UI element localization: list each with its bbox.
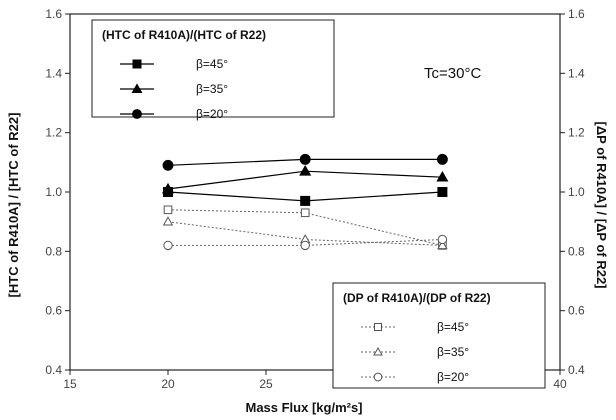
data-point-triangle [161,182,175,194]
x-tick-label: 20 [161,377,175,391]
legend-label: β=35° [437,345,469,359]
data-point-square [163,205,173,215]
legend-layer: (HTC of R410A)/(HTC of R22) β=45° β=35° β=2… [91,19,546,389]
legend-label: β=20° [196,107,228,121]
series-htc-triangle [161,165,449,194]
y-tick-label-right: 0.4 [568,363,585,377]
y-tick-label-left: 0.8 [45,244,62,258]
x-tick-label: 15 [63,377,77,391]
series-layer [161,153,449,251]
series-htc-square [163,187,448,206]
y-tick-label-left: 1.6 [45,7,62,21]
legend-marker-circle [132,109,142,119]
series-dp-circle [163,234,448,251]
y-tick-label-right: 1.2 [568,126,585,140]
x-tick-label: 25 [259,377,273,391]
data-point-circle [162,159,174,171]
data-point-triangle [162,216,174,226]
legend-dp: (DP of R410A)/(DP of R22) β=45° β=35° β=20° [332,282,546,389]
data-point-square [300,195,311,206]
y-tick-label-right: 0.8 [568,244,585,258]
legend-box [332,282,546,389]
x-tick-label: 40 [553,377,567,391]
legend-marker-triangle [131,83,143,93]
data-point-triangle [436,170,449,182]
data-point-square [437,187,448,197]
legend-title: (HTC of R410A)/(HTC of R22) [102,28,266,42]
legend-htc: (HTC of R410A)/(HTC of R22) β=45° β=35° β=2… [91,19,335,121]
x-axis-title: Mass Flux [kg/m²s] [245,400,362,415]
legend-title: (DP of R410A)/(DP of R22) [343,291,491,305]
legend-label: β=20° [437,370,469,384]
legend-box [91,19,335,118]
y-tick-label-left: 1.4 [45,66,62,80]
y-tick-label-right: 1.0 [568,185,585,199]
data-point-circle [437,234,448,245]
legend-label: β=35° [196,82,228,96]
y-tick-label-right: 1.6 [568,7,585,21]
data-point-square [300,208,310,218]
series-dp-triangle [162,216,448,250]
series-line [167,221,443,246]
y-tick-label-right: 1.4 [568,66,585,80]
data-point-circle [163,240,173,251]
legend-marker-square [374,323,382,331]
legend-marker-triangle [373,346,383,356]
y-axis-title-right: [ΔP of R410A] / [ΔP of R22] [594,121,609,288]
y-tick-label-right: 0.6 [568,304,585,318]
legend-marker-square [132,59,142,69]
data-point-circle [299,153,311,165]
temperature-annotation: Tc=30°C [424,65,481,82]
data-point-triangle [437,240,448,250]
y-tick-label-left: 0.4 [45,363,62,377]
data-point-circle [300,240,310,251]
data-point-circle [436,153,448,165]
series-htc-circle [162,153,448,171]
y-tick-label-left: 1.0 [45,185,62,199]
data-point-triangle [299,165,312,176]
y-axis-title-left: [HTC of R410A] / [HTC of R22] [6,113,21,298]
legend-label: β=45° [437,320,469,334]
y-tick-label-left: 0.6 [45,304,62,318]
legend-marker-circle [373,372,383,382]
legend-label: β=45° [196,57,228,71]
y-tick-label-left: 1.2 [45,126,62,140]
